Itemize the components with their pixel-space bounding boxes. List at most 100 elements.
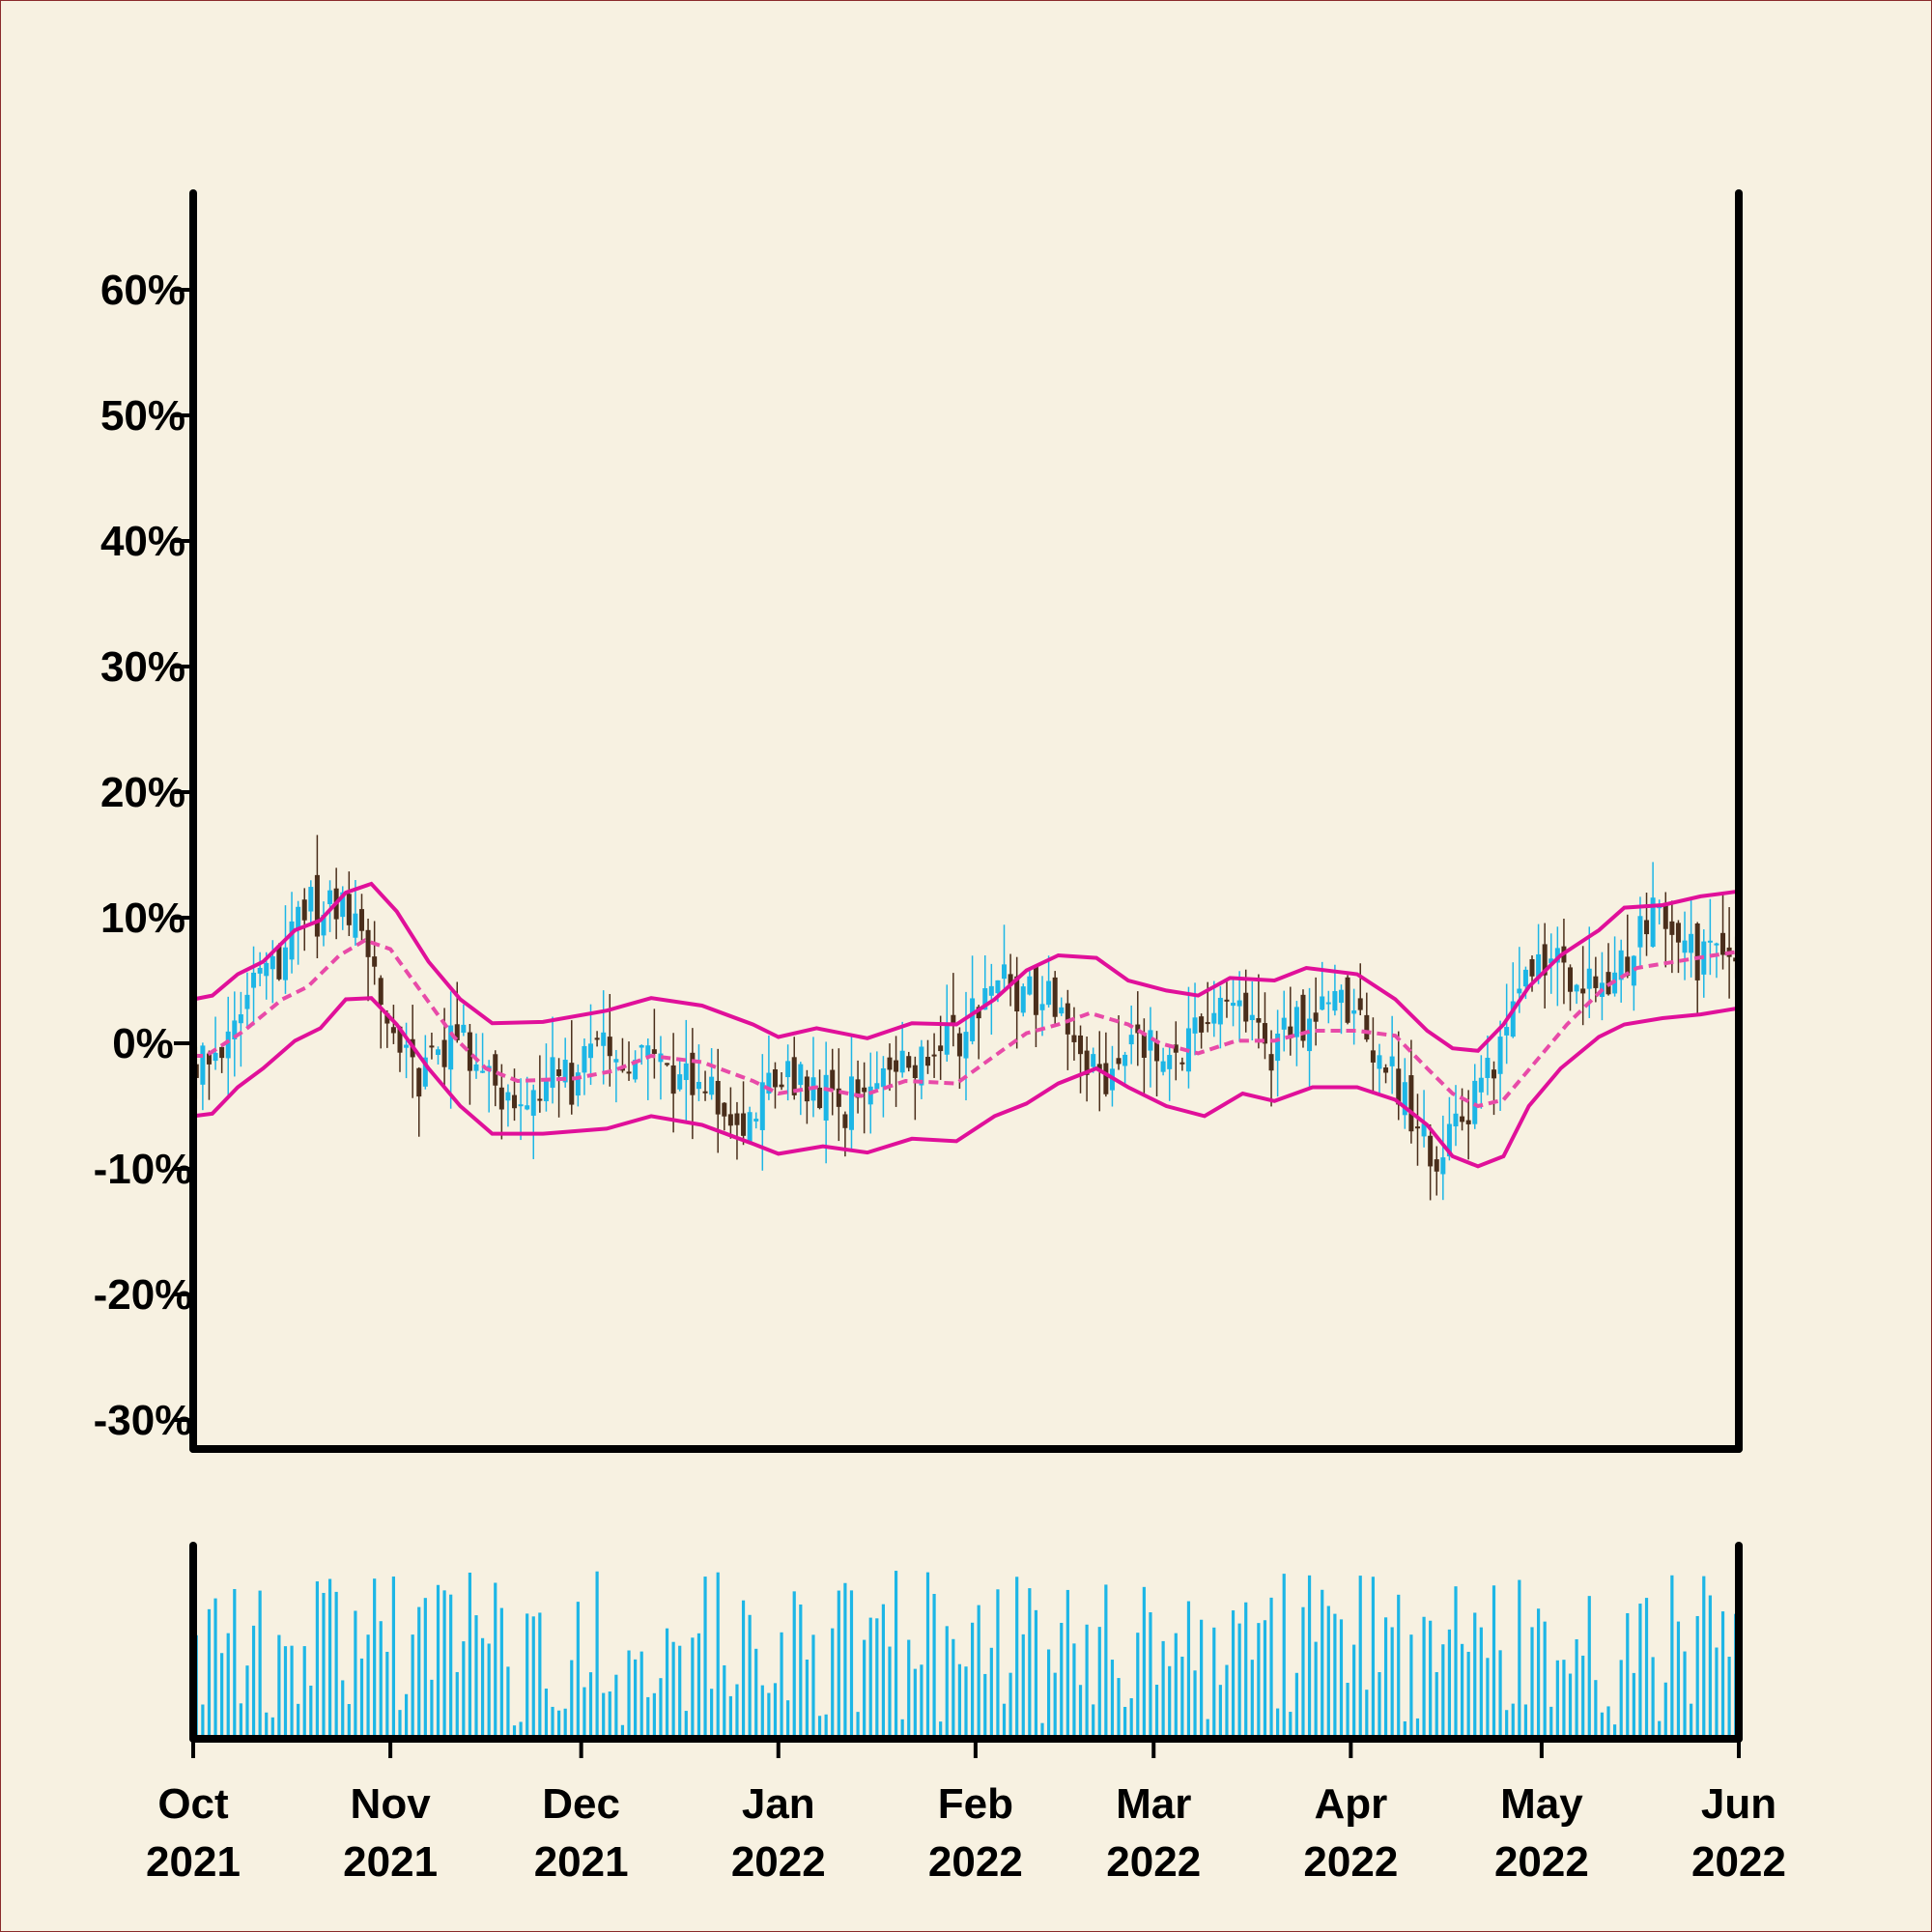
volume-bar: [1626, 1612, 1630, 1735]
volume-bar: [849, 1590, 854, 1735]
volume-bar: [544, 1689, 549, 1735]
volume-bar: [767, 1692, 771, 1735]
volume-bar: [1092, 1704, 1095, 1735]
volume-bar: [1186, 1601, 1191, 1735]
volume-bar: [703, 1577, 707, 1735]
candle-body: [1256, 1018, 1262, 1023]
volume-bar: [1117, 1678, 1121, 1735]
candle-body: [1669, 921, 1675, 935]
volume-bar: [1562, 1660, 1566, 1735]
candle-body: [906, 1056, 912, 1068]
volume-bar: [1174, 1633, 1178, 1735]
candle-body: [1173, 1044, 1179, 1053]
candle-body: [1027, 976, 1033, 995]
volume-bar: [1594, 1680, 1598, 1735]
volume-bar: [499, 1607, 503, 1735]
volume-bar: [1690, 1703, 1693, 1735]
volume-bar: [863, 1639, 867, 1735]
volume-bar: [1708, 1595, 1712, 1735]
volume-bar: [1568, 1673, 1573, 1735]
volume-bar: [1530, 1627, 1534, 1735]
volume-bar: [455, 1671, 459, 1735]
y-tick-label: 20%: [100, 769, 185, 816]
candle-body: [1236, 1000, 1242, 1007]
volume-bar: [996, 1589, 1000, 1735]
x-tick-year-label: 2022: [1303, 1838, 1398, 1886]
candle-body: [441, 1039, 447, 1067]
volume-bar: [1104, 1584, 1108, 1735]
candle-body: [855, 1079, 861, 1098]
candle-body: [467, 1032, 472, 1071]
volume-bar: [1581, 1655, 1585, 1735]
candle-body: [1078, 1035, 1084, 1055]
volume-bar: [327, 1578, 332, 1735]
volume-bar: [385, 1651, 389, 1735]
candle-body: [931, 1054, 937, 1057]
volume-bar: [696, 1633, 701, 1735]
volume-bar: [620, 1724, 625, 1735]
candle-body: [1160, 1061, 1166, 1072]
volume-bar: [322, 1592, 326, 1735]
candle-body: [665, 1063, 670, 1065]
volume-bar: [1085, 1624, 1089, 1735]
volume-bar: [449, 1594, 453, 1735]
candle-body: [1586, 968, 1592, 989]
volume-bar: [309, 1685, 313, 1735]
volume-bar: [1523, 1704, 1528, 1735]
candle-body: [899, 1050, 905, 1073]
candle-body: [1689, 933, 1694, 953]
volume-bar: [233, 1588, 237, 1735]
candle-body: [658, 1053, 664, 1063]
candle-body: [995, 980, 1001, 994]
candle-body: [429, 1045, 435, 1048]
candle-body: [422, 1057, 428, 1087]
candle-body: [1465, 1120, 1471, 1124]
volume-bar: [1301, 1606, 1305, 1735]
candle-body: [976, 1007, 981, 1019]
candle-body: [1046, 980, 1052, 1006]
volume-bar: [1218, 1685, 1222, 1735]
volume-bar: [436, 1584, 440, 1735]
candle-body: [867, 1086, 873, 1105]
candle-body: [1281, 1017, 1287, 1030]
volume-bar: [1142, 1586, 1146, 1735]
candle-body: [1504, 1027, 1510, 1036]
volume-bar: [474, 1615, 478, 1735]
candle-body: [645, 1045, 651, 1057]
volume-bar: [1129, 1698, 1133, 1735]
volume-bar: [1294, 1672, 1298, 1735]
volume-bar: [1479, 1627, 1483, 1735]
volume-bar: [1060, 1622, 1064, 1735]
x-tick-year-label: 2022: [1494, 1838, 1589, 1886]
volume-bar: [1492, 1585, 1496, 1735]
volume-bar: [1606, 1706, 1610, 1735]
volume-bar: [1670, 1575, 1674, 1735]
candle-body: [1650, 897, 1656, 947]
volume-bar: [920, 1664, 923, 1735]
volume-bar: [1002, 1703, 1007, 1735]
candle-body: [1714, 943, 1719, 946]
x-tick-year-label: 2021: [534, 1838, 629, 1886]
candle-body: [1065, 1003, 1070, 1035]
x-axis-ticks: Oct 2021 Nov 2021 Dec 2021 Jan 2022 Feb 2022 Mar 20…: [146, 1739, 1786, 1886]
candle-body: [448, 1025, 454, 1070]
candle-body: [722, 1102, 727, 1117]
candle-body: [416, 1067, 422, 1097]
candle-body: [550, 1057, 555, 1089]
volume-bar: [1549, 1706, 1553, 1735]
x-tick-month-label: Mar: [1116, 1780, 1191, 1828]
candle-body: [1434, 1159, 1439, 1172]
candle-body: [1205, 1022, 1210, 1025]
volume-bar: [1065, 1589, 1069, 1735]
candle-body: [982, 988, 988, 1010]
candle-body: [690, 1052, 696, 1095]
volume-bar: [888, 1646, 892, 1735]
candle-body: [1148, 1030, 1153, 1051]
candle-body: [862, 1087, 867, 1093]
volume-bar: [627, 1650, 631, 1735]
volume-bar: [1683, 1651, 1687, 1735]
candle-body: [970, 998, 976, 1041]
candle-body: [1008, 974, 1013, 985]
candle-body: [301, 899, 307, 921]
volume-bar: [684, 1711, 688, 1735]
